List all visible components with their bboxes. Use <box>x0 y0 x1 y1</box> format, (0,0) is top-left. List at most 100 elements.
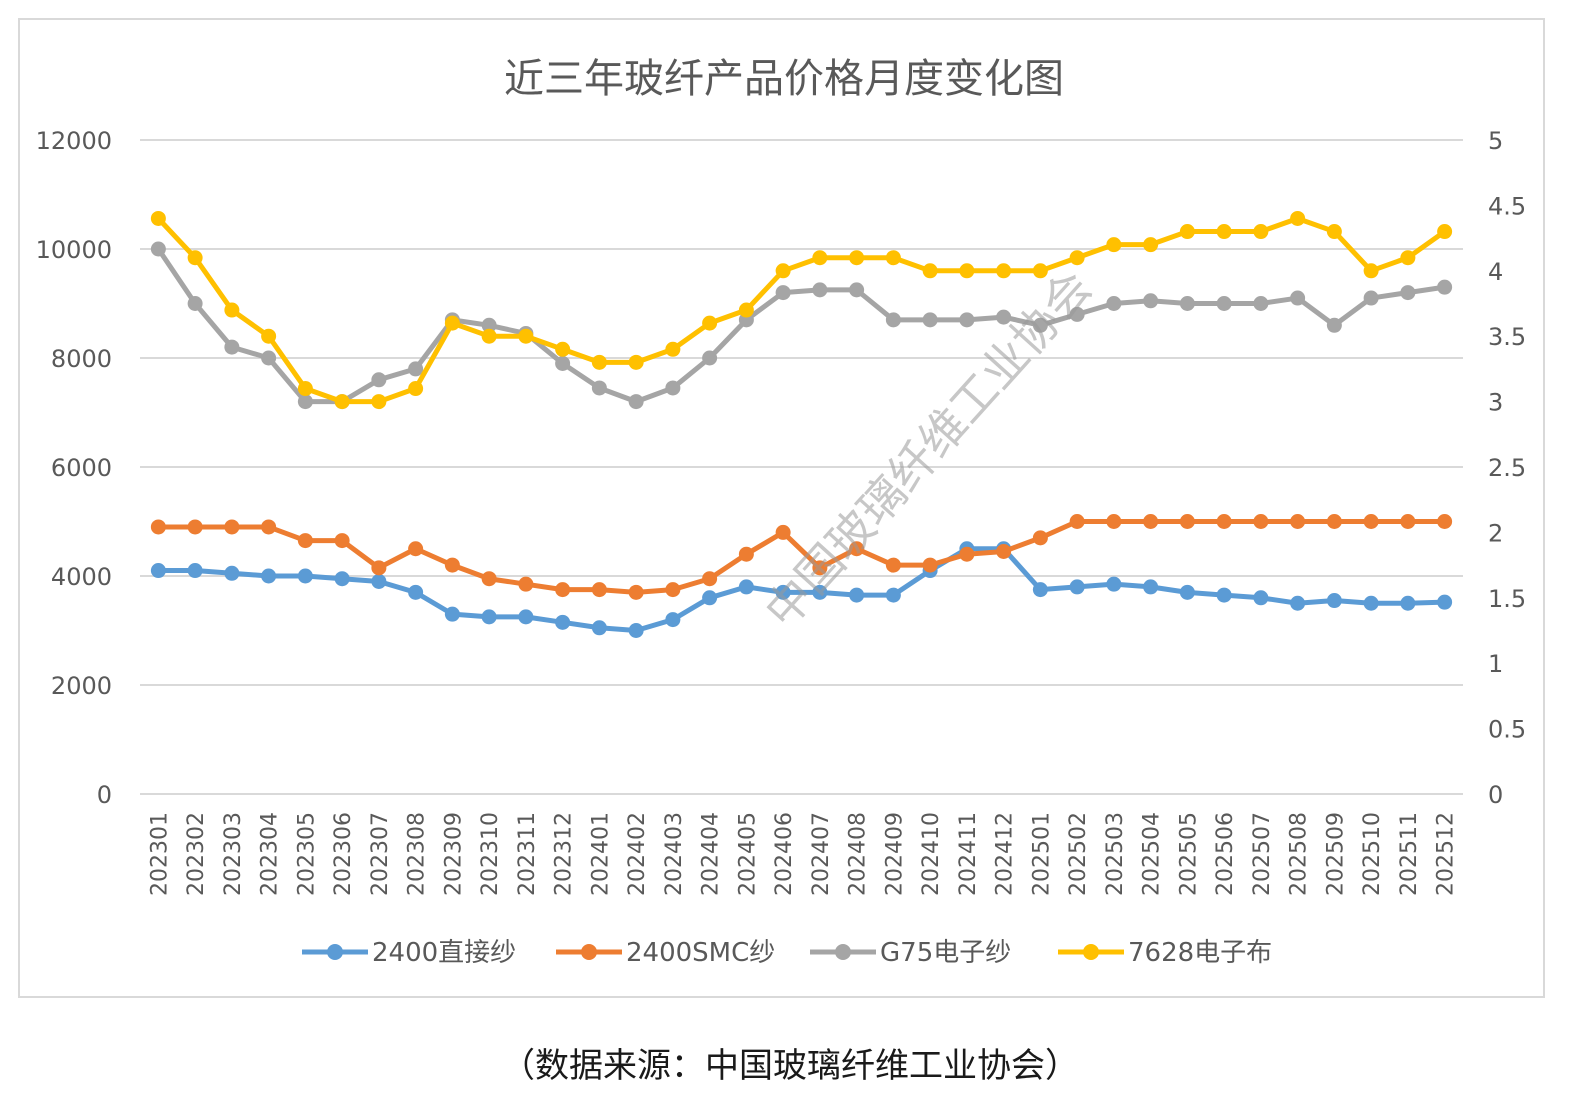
data-point <box>812 250 828 266</box>
data-point <box>261 328 277 344</box>
left-tick-label: 2000 <box>51 672 112 700</box>
left-axis: 0 2000 4000 6000 8000 10000 12000 <box>36 127 112 809</box>
x-tick-label: 202307 <box>368 812 393 896</box>
data-point <box>591 354 607 370</box>
data-point <box>297 533 313 549</box>
x-tick-label: 202509 <box>1323 812 1348 896</box>
legend-marker <box>327 944 343 960</box>
legend-item: 2400SMC纱 <box>556 938 775 968</box>
data-point <box>665 380 681 396</box>
data-point <box>1216 514 1232 529</box>
legend-item: 2400直接纱 <box>302 938 516 968</box>
data-point <box>849 282 865 298</box>
data-point <box>334 394 350 410</box>
data-point <box>334 571 350 587</box>
x-tick-label: 202311 <box>515 812 540 896</box>
data-point <box>261 519 277 535</box>
x-tick-label: 202302 <box>184 812 209 896</box>
data-point <box>555 614 571 630</box>
x-tick-label: 202504 <box>1140 812 1165 896</box>
data-point <box>1143 579 1159 595</box>
data-point <box>996 543 1012 559</box>
x-tick-label: 202401 <box>588 812 613 896</box>
x-axis: 202301 202302 202303 202304 202305 202306 2023… <box>147 812 1458 896</box>
data-point <box>1253 224 1269 240</box>
data-point <box>1363 263 1379 279</box>
x-tick-label: 202402 <box>625 812 650 896</box>
legend-item: 7628电子布 <box>1058 938 1272 968</box>
data-point <box>1253 296 1269 311</box>
data-point <box>738 302 754 318</box>
data-point <box>665 341 681 357</box>
data-point <box>885 250 901 266</box>
data-point <box>1363 290 1379 306</box>
x-tick-label: 202508 <box>1287 812 1312 896</box>
x-tick-label: 202408 <box>846 812 871 896</box>
source-note: （数据来源：中国玻璃纤维工业协会） <box>501 1046 1079 1086</box>
data-point <box>1400 285 1416 301</box>
x-tick-label: 202506 <box>1213 812 1238 896</box>
data-point <box>297 394 313 410</box>
data-point <box>1363 595 1379 611</box>
chart-frame: 近三年玻纤产品价格月度变化图 0 2000 4000 6000 8000 10000 120… <box>18 18 1545 998</box>
series-line <box>156 247 1445 405</box>
data-point <box>187 519 203 535</box>
data-point <box>518 576 534 592</box>
x-tick-label: 202510 <box>1360 812 1385 896</box>
data-point <box>996 309 1012 325</box>
data-point <box>1106 237 1122 253</box>
data-point <box>187 250 203 266</box>
data-point <box>150 519 166 535</box>
x-tick-label: 202406 <box>772 812 797 896</box>
data-point <box>1032 530 1048 546</box>
x-tick-label: 202304 <box>258 812 283 896</box>
legend-marker <box>581 944 597 960</box>
legend-item: G75电子纱 <box>810 938 1011 968</box>
data-point <box>187 563 203 579</box>
data-point <box>481 328 497 344</box>
data-point <box>885 587 901 603</box>
data-point <box>1106 576 1122 592</box>
right-tick-label: 1.5 <box>1488 585 1526 613</box>
data-point <box>775 263 791 279</box>
data-point <box>224 565 240 581</box>
data-point <box>408 584 424 600</box>
data-point <box>481 317 497 333</box>
data-point <box>665 582 681 598</box>
data-point <box>665 612 681 628</box>
legend-label: G75电子纱 <box>880 938 1011 968</box>
line-chart: 近三年玻纤产品价格月度变化图 0200040006000800010000120… <box>36 56 1527 968</box>
data-point <box>518 328 534 344</box>
x-tick-label: 202511 <box>1397 812 1422 896</box>
data-point <box>1326 593 1342 609</box>
data-point <box>1216 587 1232 603</box>
right-tick-label: 1 <box>1488 650 1503 678</box>
data-point <box>1032 582 1048 598</box>
chart-title: 近三年玻纤产品价格月度变化图 <box>504 56 1064 102</box>
data-point <box>628 584 644 600</box>
data-point <box>922 312 938 328</box>
data-point <box>628 623 644 638</box>
x-tick-label: 202412 <box>993 812 1018 896</box>
x-tick-label: 202503 <box>1103 812 1128 896</box>
x-tick-label: 202305 <box>294 812 319 896</box>
gridlines <box>140 139 1463 795</box>
data-point <box>959 546 975 562</box>
right-tick-label: 4.5 <box>1488 192 1526 220</box>
x-tick-label: 202410 <box>919 812 944 896</box>
x-tick-label: 202301 <box>147 812 172 896</box>
data-point <box>1326 224 1342 240</box>
legend-label: 7628电子布 <box>1128 938 1272 968</box>
data-point <box>1216 296 1232 311</box>
data-point <box>371 394 387 410</box>
data-point <box>1400 595 1416 611</box>
data-point <box>1253 590 1269 606</box>
data-point <box>1143 237 1159 253</box>
right-tick-label: 2.5 <box>1488 454 1526 482</box>
data-point <box>1069 250 1085 266</box>
data-point <box>702 350 718 366</box>
x-tick-label: 202312 <box>552 812 577 896</box>
data-point <box>775 285 791 301</box>
data-point <box>996 263 1012 279</box>
x-tick-label: 202407 <box>809 812 834 896</box>
